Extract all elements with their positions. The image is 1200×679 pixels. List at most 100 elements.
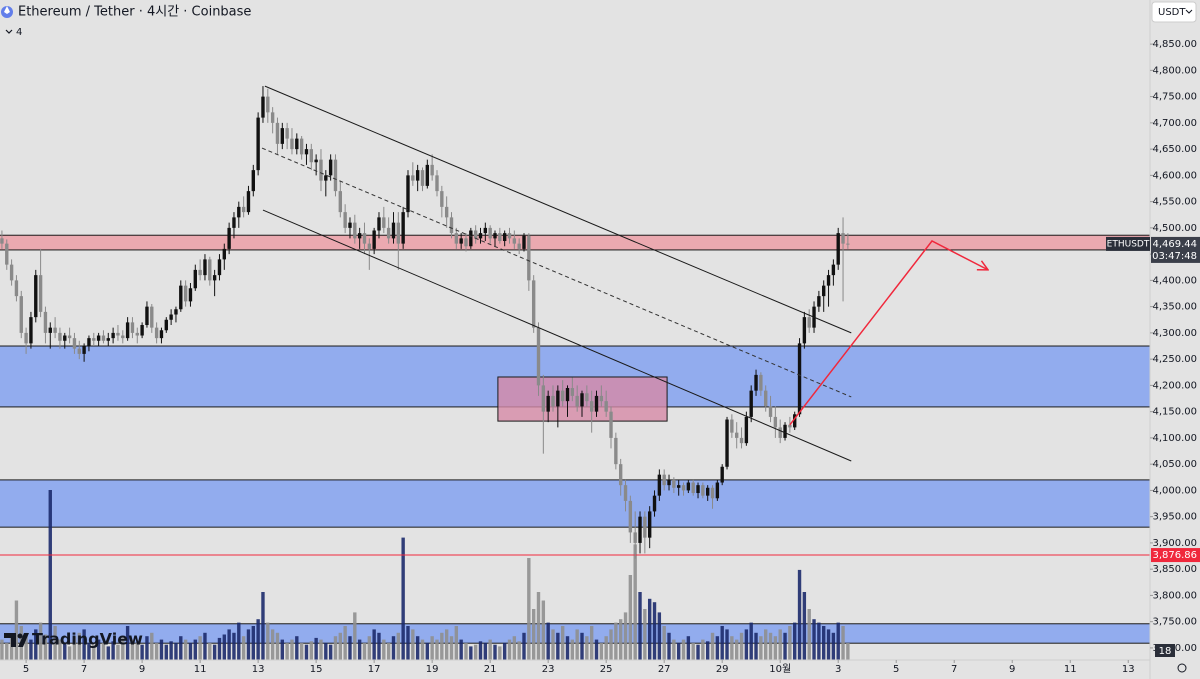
volume-bar — [657, 612, 662, 660]
trend-line — [789, 240, 988, 426]
y-tick-label: 4,850.00 — [1152, 39, 1197, 50]
volume-bar — [372, 629, 376, 660]
candle-body — [570, 388, 575, 396]
volume-bar — [831, 632, 836, 660]
volume-bar — [338, 632, 343, 660]
candle-body — [82, 346, 86, 354]
candle-body — [454, 233, 459, 244]
candle-body — [232, 217, 236, 228]
candle-body — [662, 474, 666, 486]
candle-body — [686, 482, 691, 491]
candle-body — [493, 233, 497, 239]
volume-bar — [575, 629, 579, 660]
candle-body — [343, 212, 347, 228]
volume-bar — [594, 639, 599, 660]
volume-bar — [643, 609, 647, 660]
volume-bar — [382, 639, 386, 660]
candle-body — [256, 117, 260, 171]
candle-body — [749, 390, 753, 417]
volume-bar — [280, 639, 284, 660]
candle-body — [14, 280, 19, 297]
badge-box — [1155, 644, 1175, 657]
candle-body — [121, 335, 125, 339]
candle-body — [589, 401, 594, 412]
volume-bar — [24, 632, 28, 660]
candle-body — [251, 170, 255, 192]
volume-bar — [730, 636, 734, 660]
volume-bar — [444, 629, 449, 660]
candle-body — [48, 327, 52, 333]
volume-bar — [159, 639, 164, 660]
trend-line — [264, 85, 852, 334]
y-tick-label: 4,750.00 — [1152, 92, 1197, 103]
volume-bar — [237, 622, 241, 660]
y-tick-label: 4,700.00 — [1152, 118, 1197, 129]
volume-bar — [454, 626, 459, 660]
candle-body — [517, 243, 521, 249]
volume-bar — [125, 626, 130, 660]
volume-bar — [517, 641, 521, 660]
candle-body — [179, 285, 183, 310]
candle-body — [411, 175, 415, 181]
candle-body — [164, 319, 168, 331]
candle-body — [788, 424, 792, 428]
volume-bar — [701, 639, 705, 660]
volume-bar — [386, 643, 391, 660]
x-tick-label: 5 — [23, 664, 29, 675]
x-tick-label: 13 — [1122, 664, 1135, 675]
x-tick-label: 11 — [1064, 664, 1077, 675]
volume-bar — [681, 639, 686, 660]
candle-body — [401, 212, 405, 244]
candle-body — [348, 222, 352, 228]
settings-icon[interactable] — [1177, 663, 1187, 673]
volume-bar — [96, 639, 101, 660]
currency-label[interactable]: USDT — [1158, 7, 1186, 18]
candle-body — [154, 327, 159, 339]
volume-bar — [812, 619, 816, 660]
candle-body — [227, 227, 231, 249]
candle-body — [696, 485, 700, 494]
volume-bar — [333, 636, 338, 660]
volume-bar — [357, 639, 362, 660]
candle-body — [744, 416, 749, 444]
volume-bar — [130, 639, 135, 660]
candle-body — [116, 332, 120, 336]
candle-body — [53, 327, 57, 333]
volume-bar — [324, 643, 328, 660]
plot-area — [0, 85, 1150, 660]
y-tick-label: 4,800.00 — [1152, 65, 1197, 76]
volume-bar — [92, 644, 96, 660]
currency-button[interactable] — [1151, 1, 1197, 23]
candle-body — [759, 374, 763, 391]
currency-chevron[interactable] — [1185, 9, 1193, 14]
volume-bar — [739, 632, 744, 660]
candle-body — [38, 275, 43, 312]
collapse-icon[interactable] — [5, 29, 13, 34]
axes: 3,700.003,750.003,800.003,850.003,900.00… — [23, 39, 1200, 675]
candle-body — [391, 222, 396, 239]
candle-body — [778, 427, 782, 438]
volume-bar — [63, 643, 67, 660]
volume-bar — [304, 644, 309, 660]
candle-body — [87, 338, 91, 347]
candle-body — [512, 238, 517, 244]
volume-bar — [53, 626, 57, 660]
indicator-count[interactable]: 4 — [16, 27, 22, 38]
y-tick-label: 4,300.00 — [1152, 328, 1197, 339]
candle-body — [328, 159, 333, 176]
volume-bar — [826, 629, 831, 660]
volume-bar — [599, 643, 604, 660]
candle-body — [633, 532, 637, 543]
volume-bar — [560, 626, 565, 660]
volume-bar — [565, 636, 570, 660]
volume-bar — [101, 643, 106, 660]
volume-bar — [29, 639, 33, 660]
volume-bar — [478, 641, 483, 660]
candle-body — [739, 437, 744, 444]
candle-body — [725, 419, 729, 467]
volume-bar — [706, 641, 710, 660]
volume-bar — [696, 644, 700, 660]
volume-bar — [198, 636, 202, 660]
candle-body — [822, 285, 826, 297]
